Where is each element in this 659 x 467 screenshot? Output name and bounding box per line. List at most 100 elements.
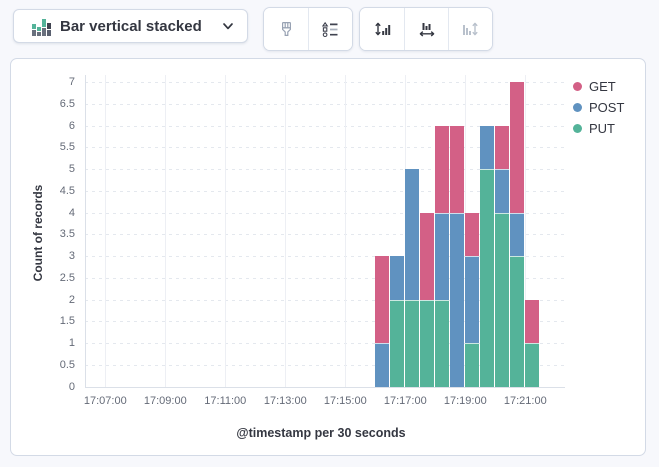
- visual-options-button[interactable]: [264, 8, 308, 50]
- y-tick-label: 6.5: [59, 97, 75, 110]
- y-tick-label: 2: [68, 293, 75, 306]
- bar-17:20:30: [510, 82, 525, 387]
- y-gridline: [85, 234, 565, 236]
- bar-segment-put[interactable]: [405, 299, 420, 387]
- x-tick-label: 17:19:00: [443, 395, 487, 407]
- x-tick-label: 17:15:00: [323, 395, 367, 407]
- legend-label: PUT: [589, 121, 615, 136]
- y-tick-label: 6: [68, 119, 75, 132]
- bar-segment-put[interactable]: [390, 299, 405, 387]
- x-tick-label: 17:21:00: [503, 395, 547, 407]
- left-axis-button[interactable]: [360, 8, 404, 50]
- x-axis-line: [85, 386, 565, 388]
- bar-segment-post[interactable]: [495, 169, 510, 213]
- bar-segment-get[interactable]: [375, 256, 390, 343]
- axis-right-icon: [462, 20, 480, 38]
- bar-segment-put[interactable]: [495, 212, 510, 387]
- x-tick-label: 17:17:00: [383, 395, 427, 407]
- bar-17:17:00: [405, 169, 420, 387]
- legend-item-get[interactable]: GET: [573, 80, 624, 93]
- bar-segment-get[interactable]: [525, 299, 540, 343]
- bar-segment-get[interactable]: [465, 212, 480, 256]
- y-tick-label: 7: [68, 76, 75, 88]
- bar-segment-put[interactable]: [420, 299, 435, 387]
- chart-area: Count of records @timestamp per 30 secon…: [11, 59, 645, 455]
- toolbar: Bar vertical stacked: [0, 0, 659, 56]
- legend-item-put[interactable]: PUT: [573, 122, 624, 135]
- axis-bottom-icon: [418, 20, 436, 38]
- legend: GET POST PUT: [573, 80, 624, 135]
- bar-segment-post[interactable]: [390, 256, 405, 300]
- y-gridline: [85, 125, 565, 127]
- y-gridline: [85, 169, 565, 170]
- y-gridline: [85, 256, 565, 257]
- bar-segment-post[interactable]: [375, 343, 390, 387]
- bar-segment-get[interactable]: [435, 125, 450, 213]
- bar-segment-put[interactable]: [435, 299, 450, 387]
- legend-label: POST: [589, 100, 625, 115]
- bar-segment-post[interactable]: [450, 212, 465, 387]
- y-tick-label: 1.5: [59, 315, 75, 328]
- y-tick-label: 2.5: [59, 271, 75, 284]
- y-tick-label: 3.5: [59, 228, 75, 241]
- x-gridline: [225, 75, 227, 387]
- paintbrush-icon: [278, 21, 295, 38]
- y-gridline: [85, 321, 565, 323]
- bar-17:19:00: [465, 212, 480, 387]
- x-gridline: [345, 75, 347, 387]
- x-gridline: [285, 75, 287, 387]
- y-gridline: [85, 103, 565, 105]
- bar-17:21:00: [525, 299, 540, 387]
- x-gridline: [105, 75, 107, 387]
- y-tick-label: 4: [68, 206, 75, 219]
- bar-17:18:00: [435, 125, 450, 387]
- bar-segment-post[interactable]: [480, 125, 495, 169]
- bar-segment-post[interactable]: [465, 256, 480, 343]
- y-gridline: [85, 343, 565, 344]
- bottom-axis-button[interactable]: [404, 8, 448, 50]
- y-tick-label: 0: [68, 380, 75, 393]
- bar-17:16:30: [390, 256, 405, 387]
- bar-segment-post[interactable]: [435, 212, 450, 300]
- y-tick-label: 5.5: [59, 141, 75, 154]
- axis-left-icon: [373, 20, 391, 38]
- bar-17:19:30: [480, 125, 495, 387]
- y-tick-label: 3: [68, 250, 75, 262]
- bar-segment-post[interactable]: [510, 212, 525, 256]
- bar-segment-get[interactable]: [510, 82, 525, 213]
- legend-item-post[interactable]: POST: [573, 101, 624, 114]
- x-axis-title: @timestamp per 30 seconds: [236, 426, 406, 440]
- y-gridline: [85, 82, 565, 83]
- legend-dot-post: [573, 103, 582, 112]
- bar-17:18:30: [450, 125, 465, 387]
- bar-segment-get[interactable]: [495, 125, 510, 169]
- y-tick-label: 4.5: [59, 184, 75, 197]
- bar-segment-put[interactable]: [510, 256, 525, 387]
- chart-type-dropdown[interactable]: Bar vertical stacked: [13, 9, 248, 43]
- x-tick-label: 17:11:00: [204, 395, 247, 407]
- y-gridline: [85, 364, 565, 366]
- legend-dot-put: [573, 124, 582, 133]
- bar-segment-put[interactable]: [525, 343, 540, 387]
- bar-segment-put[interactable]: [480, 169, 495, 387]
- x-tick-label: 17:09:00: [143, 395, 187, 407]
- bar-17:20:00: [495, 125, 510, 387]
- chart-panel: Count of records @timestamp per 30 secon…: [10, 58, 646, 456]
- y-gridline: [85, 212, 565, 214]
- y-gridline: [85, 299, 565, 301]
- y-gridline: [85, 190, 565, 192]
- x-tick-label: 17:07:00: [83, 395, 127, 407]
- y-gridline: [85, 147, 565, 149]
- bar-17:17:30: [420, 212, 435, 387]
- bar-segment-get[interactable]: [420, 212, 435, 300]
- chart-type-label: Bar vertical stacked: [60, 17, 202, 35]
- legend-list-icon: [322, 21, 339, 38]
- bar-segment-put[interactable]: [465, 343, 480, 387]
- bar-17:16:00: [375, 256, 390, 387]
- chevron-down-icon: [221, 19, 235, 33]
- right-axis-button[interactable]: [448, 8, 492, 50]
- bar-segment-get[interactable]: [450, 125, 465, 213]
- legend-settings-button[interactable]: [308, 8, 352, 50]
- bar-segment-post[interactable]: [405, 169, 420, 300]
- x-tick-label: 17:13:00: [263, 395, 307, 407]
